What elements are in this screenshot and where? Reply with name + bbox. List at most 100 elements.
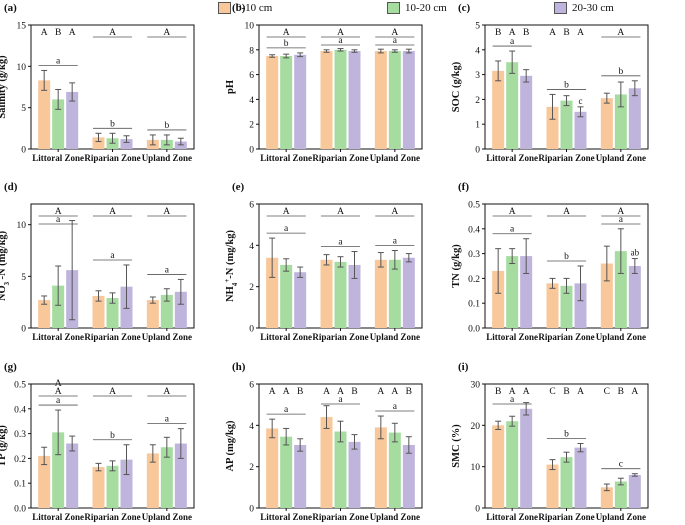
bar-10-20cm: [106, 298, 119, 328]
group-letter: a: [284, 224, 289, 234]
bar-0-10cm: [492, 425, 505, 508]
group-letter: b: [564, 80, 569, 90]
bar-10-20cm: [334, 431, 347, 508]
bar-letter: c: [579, 96, 583, 106]
bar-20-30cm: [348, 264, 361, 328]
y-axis-label: TN (g/kg): [451, 244, 462, 288]
bar-0-10cm: [600, 98, 613, 149]
y-tick-label: 0.5: [468, 201, 480, 211]
y-tick-label: 0.2: [468, 275, 480, 285]
depth-letter: A: [283, 28, 290, 38]
bar-10-20cm: [560, 100, 573, 149]
group-letter: a: [56, 56, 61, 66]
y-tick-label: 0.3: [14, 430, 26, 440]
y-tick-label: 2: [249, 121, 254, 131]
group-letter: b: [564, 252, 569, 262]
depth-letter: A: [163, 207, 170, 217]
depth-letter: A: [69, 28, 76, 38]
depth-letter: A: [55, 387, 62, 397]
depth-letter: B: [618, 387, 624, 397]
depth-letter: A: [391, 387, 398, 397]
y-tick-label: 0.1: [468, 300, 480, 310]
y-tick-label: 0: [249, 146, 254, 156]
group-letter: a: [338, 395, 343, 405]
bar-20-30cm: [402, 51, 415, 149]
x-tick-label: Upland Zone: [596, 332, 646, 342]
y-tick-label: 4: [249, 242, 254, 252]
depth-letter: A: [577, 387, 584, 397]
chart-panel-f: (f) 0.0 0.1 0.2 0.3 0.4 0.5 TN (g/kg) Littoral Z…: [451, 181, 649, 342]
x-tick-label: Littoral Zone: [486, 332, 538, 342]
y-tick-label: 0.0: [14, 505, 26, 515]
legend-label: 0-10 cm: [236, 2, 273, 14]
depth-letter: A: [109, 207, 116, 217]
bar-20-30cm: [628, 474, 641, 508]
panel-label: (c): [458, 2, 471, 14]
group-letter: c: [619, 460, 623, 470]
y-tick-label: 3: [475, 71, 480, 81]
bar-0-10cm: [374, 427, 387, 508]
y-axis-label: Salinity (g/kg): [0, 55, 8, 119]
depth-letter: A: [337, 207, 344, 217]
group-letter: a: [393, 36, 398, 46]
group-letter: a: [619, 215, 624, 225]
bar-10-20cm: [160, 294, 173, 328]
bar-0-10cm: [600, 263, 613, 328]
bar-0-10cm: [374, 51, 387, 149]
bar-20-30cm: [120, 459, 133, 508]
group-letter: b: [110, 119, 115, 129]
depth-letter: A: [549, 28, 556, 38]
depth-letter: A: [55, 379, 62, 389]
group-letter: a: [165, 265, 170, 275]
bar-0-10cm: [320, 417, 333, 508]
bar-0-10cm: [92, 467, 105, 508]
group-letter: a: [56, 215, 61, 225]
bar-0-10cm: [92, 137, 105, 149]
bar-20-30cm: [520, 75, 533, 149]
panel-label: (a): [4, 2, 17, 14]
legend-label: 20-30 cm: [572, 2, 614, 14]
depth-letter: B: [495, 28, 501, 38]
depth-letter: B: [563, 28, 569, 38]
x-tick-label: Riparian Zone: [312, 332, 368, 342]
bar-0-10cm: [38, 300, 51, 328]
bar-10-20cm: [614, 94, 627, 149]
group-letter: b: [164, 121, 169, 131]
x-tick-label: Upland Zone: [370, 332, 420, 342]
depth-letter: B: [563, 387, 569, 397]
group-letter: a: [56, 396, 61, 406]
y-tick-label: 2: [249, 463, 254, 473]
bar-0-10cm: [266, 56, 279, 149]
y-tick-label: 0.4: [14, 405, 26, 415]
x-tick-label: Littoral Zone: [32, 512, 84, 522]
bar-20-30cm: [628, 266, 641, 328]
depth-letter: A: [323, 387, 330, 397]
y-tick-label: 8: [249, 46, 254, 56]
depth-letter: A: [269, 387, 276, 397]
bar-0-10cm: [38, 455, 51, 508]
y-tick-label: 2: [475, 96, 480, 106]
bar-20-30cm: [520, 256, 533, 328]
y-tick-label: 0: [21, 325, 26, 335]
legend-item-20-30cm: 20-30 cm: [554, 2, 614, 14]
bar-10-20cm: [560, 457, 573, 508]
legend-swatch-10-20cm: [387, 2, 400, 14]
y-axis-label: pH: [225, 80, 236, 94]
bar-20-30cm: [348, 51, 361, 149]
y-tick-label: 0.1: [14, 480, 26, 490]
x-tick-label: Riparian Zone: [538, 332, 594, 342]
x-tick-label: Riparian Zone: [538, 512, 594, 522]
bar-20-30cm: [66, 443, 79, 508]
y-tick-label: 10: [245, 22, 255, 32]
x-tick-label: Upland Zone: [370, 512, 420, 522]
bar-0-10cm: [492, 70, 505, 149]
y-tick-label: 0: [249, 325, 254, 335]
group-letter: a: [510, 395, 515, 405]
bar-20-30cm: [294, 272, 307, 328]
y-tick-label: 10: [471, 463, 481, 473]
y-tick-label: 6: [249, 71, 254, 81]
